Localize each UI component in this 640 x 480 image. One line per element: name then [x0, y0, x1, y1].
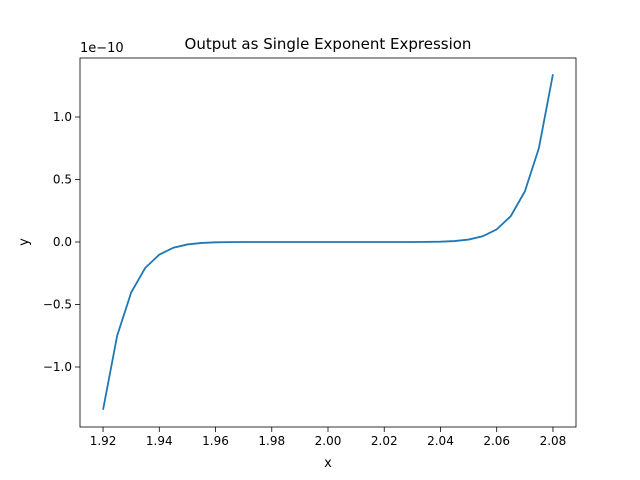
x-tick-label: 2.02 [371, 434, 398, 448]
data-line [102, 74, 554, 410]
x-tick-label: 2.04 [427, 434, 454, 448]
x-tick-label: 1.96 [202, 434, 229, 448]
x-tick-label: 2.06 [483, 434, 510, 448]
x-tick-label: 1.92 [90, 434, 117, 448]
x-tick-label: 1.98 [258, 434, 285, 448]
chart-title: Output as Single Exponent Expression [185, 35, 472, 53]
y-tick-label: 0.5 [53, 173, 72, 187]
y-tick-label: 0.0 [53, 235, 72, 249]
x-axis-label: x [324, 456, 332, 471]
y-tick-label: −0.5 [43, 298, 72, 312]
y-axis-label: y [17, 238, 32, 246]
plot-frame [79, 57, 577, 428]
x-tick-label: 2.00 [315, 434, 342, 448]
x-tick-label: 2.08 [540, 434, 567, 448]
y-offset-label: 1e−10 [80, 41, 124, 56]
y-tick-label: 1.0 [53, 110, 72, 124]
y-tick-label: −1.0 [43, 360, 72, 374]
x-tick-label: 1.94 [146, 434, 173, 448]
